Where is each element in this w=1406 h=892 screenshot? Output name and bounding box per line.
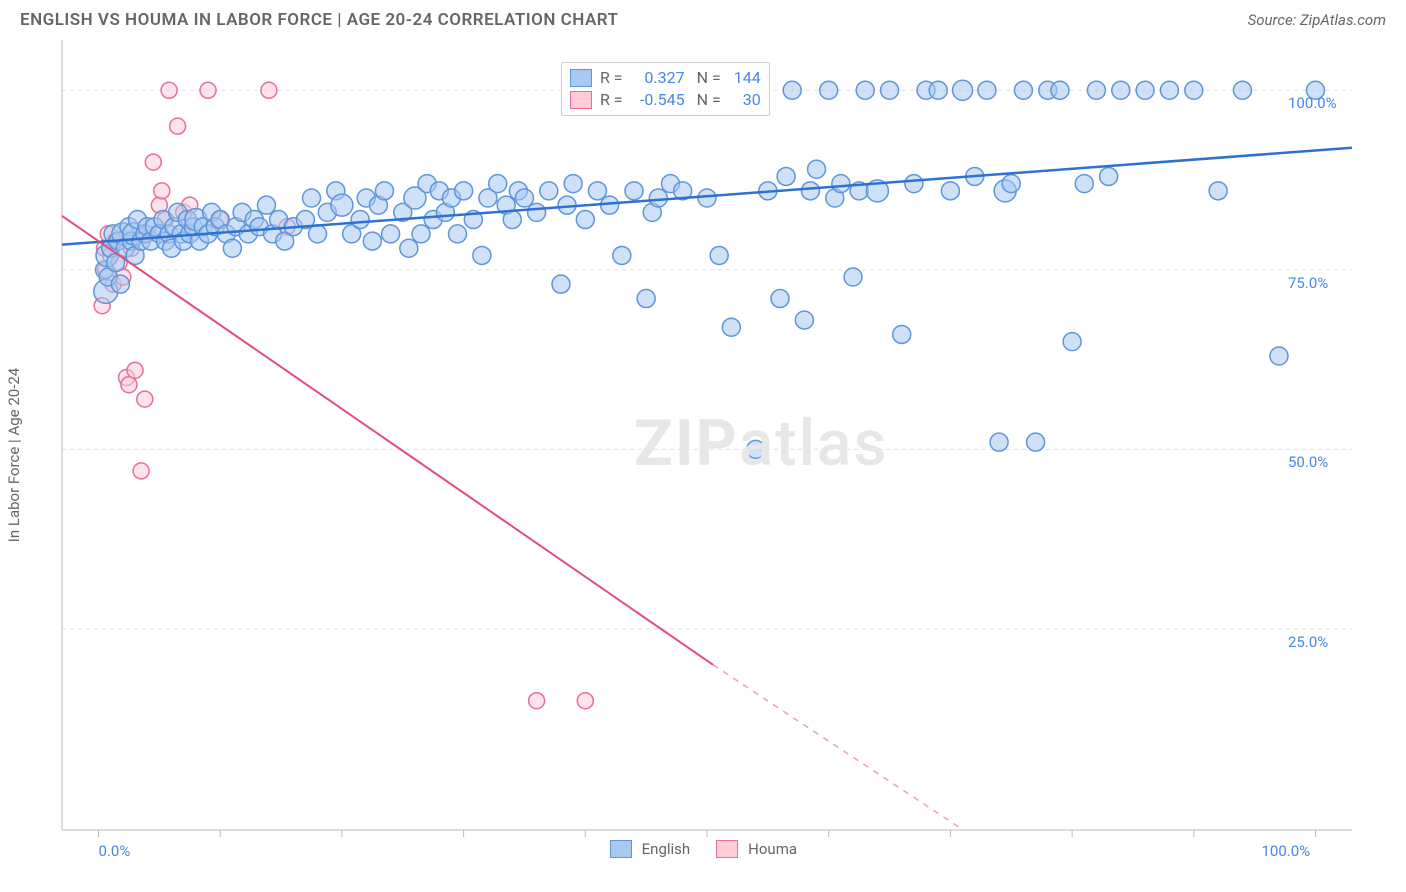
- legend-item: Houma: [716, 840, 797, 858]
- r-value: 0.327: [629, 67, 685, 89]
- y-tick-label: 100.0%: [1288, 94, 1337, 112]
- legend-swatch: [570, 69, 592, 87]
- n-value: 30: [727, 89, 761, 111]
- x-tick-label: 100.0%: [1261, 842, 1310, 860]
- n-value: 144: [727, 67, 761, 89]
- chart-area: In Labor Force | Age 20-24 ZIPatlas R =0…: [20, 40, 1386, 870]
- legend-row: R = 0.327 N = 144: [570, 67, 761, 89]
- y-tick-label: 75.0%: [1288, 274, 1328, 292]
- legend-swatch: [570, 91, 592, 109]
- n-label: N =: [697, 67, 721, 89]
- series-legend: English Houma: [610, 840, 797, 858]
- r-value: -0.545: [629, 89, 685, 111]
- legend-swatch: [610, 840, 632, 858]
- source-attribution: Source: ZipAtlas.com: [1248, 11, 1386, 29]
- scatter-plot: [20, 40, 1354, 842]
- legend-label: Houma: [748, 840, 797, 858]
- legend-swatch: [716, 840, 738, 858]
- y-tick-label: 25.0%: [1288, 633, 1328, 651]
- n-label: N =: [697, 89, 721, 111]
- legend-item: English: [610, 840, 691, 858]
- chart-title: ENGLISH VS HOUMA IN LABOR FORCE | AGE 20…: [20, 10, 619, 30]
- r-label: R =: [600, 67, 623, 89]
- y-tick-label: 50.0%: [1288, 453, 1328, 471]
- correlation-legend: R = 0.327 N = 144 R = -0.545 N = 30: [561, 62, 770, 116]
- x-tick-label: 0.0%: [99, 842, 131, 860]
- legend-label: English: [642, 840, 691, 858]
- legend-row: R = -0.545 N = 30: [570, 89, 761, 111]
- r-label: R =: [600, 89, 623, 111]
